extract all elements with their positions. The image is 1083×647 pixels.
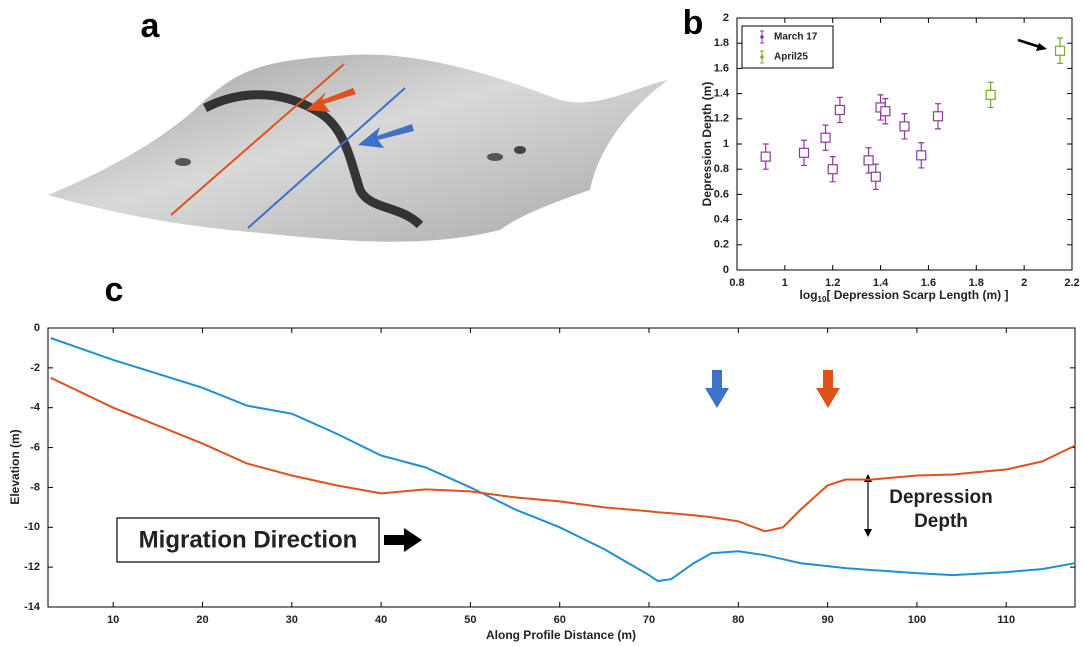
y-axis-label: Depression Depth (m) bbox=[700, 82, 714, 207]
x-tick-label: 80 bbox=[732, 614, 744, 626]
y-tick-label: 0.6 bbox=[714, 188, 729, 200]
y-tick-label: -14 bbox=[24, 601, 41, 613]
orange-marker-arrow bbox=[816, 370, 840, 408]
y-tick-label: 0 bbox=[723, 264, 729, 276]
y-tick-label: 1.2 bbox=[714, 113, 729, 125]
panel-label: c bbox=[105, 271, 124, 309]
y-tick-label: 1.6 bbox=[714, 62, 729, 74]
panel-label: a bbox=[141, 7, 161, 45]
x-tick-label: 60 bbox=[554, 614, 566, 626]
x-tick-label: 1 bbox=[782, 277, 788, 289]
y-tick-label: -10 bbox=[24, 521, 40, 533]
x-tick-label: 40 bbox=[375, 614, 387, 626]
plot-frame bbox=[48, 328, 1075, 607]
legend-label: April25 bbox=[774, 52, 808, 63]
terrain-surface bbox=[48, 55, 668, 242]
terrain-render bbox=[48, 55, 668, 242]
y-tick-label: 1.4 bbox=[714, 88, 730, 100]
x-axis-label-part: [ Depression Scarp Length (m) ] bbox=[826, 288, 1008, 302]
y-tick-label: -8 bbox=[30, 481, 40, 493]
y-tick-label: 1 bbox=[723, 138, 729, 150]
pit bbox=[175, 158, 191, 166]
point bbox=[917, 151, 926, 160]
y-tick-label: -6 bbox=[30, 441, 40, 453]
point bbox=[828, 165, 837, 174]
x-axis-label-part: log bbox=[800, 288, 818, 302]
y-tick-label: 0.2 bbox=[714, 239, 729, 251]
x-tick-label: 2 bbox=[1021, 277, 1027, 289]
profile-line bbox=[51, 378, 1075, 532]
y-tick-label: 0.8 bbox=[714, 163, 729, 175]
y-tick-label: -12 bbox=[24, 561, 40, 573]
point bbox=[835, 105, 844, 114]
point bbox=[821, 133, 830, 142]
y-tick-label: 2 bbox=[723, 12, 729, 24]
y-axis-label: Elevation (m) bbox=[8, 429, 22, 504]
x-tick-label: 2.2 bbox=[1064, 277, 1079, 289]
x-tick-label: 70 bbox=[643, 614, 655, 626]
x-tick-label: 90 bbox=[822, 614, 834, 626]
y-tick-label: 0 bbox=[34, 322, 40, 334]
point bbox=[864, 156, 873, 165]
y-tick-label: 1.8 bbox=[714, 37, 729, 49]
point bbox=[900, 122, 909, 131]
figure: Migration Direction Depression Depth a b… bbox=[0, 0, 1083, 647]
annotation: Depth bbox=[914, 511, 968, 532]
legend-symbol bbox=[760, 35, 764, 39]
x-tick-label: 20 bbox=[196, 614, 208, 626]
pit bbox=[514, 146, 526, 154]
y-tick-label: -4 bbox=[30, 402, 41, 414]
blue-marker-arrow bbox=[705, 370, 729, 408]
pointer-arrow bbox=[1018, 40, 1040, 47]
point bbox=[986, 90, 995, 99]
point bbox=[800, 148, 809, 157]
y-tick-label: -2 bbox=[30, 362, 40, 374]
legend-label: March 17 bbox=[774, 32, 818, 43]
x-axis-label: log10[ Depression Scarp Length (m) ] bbox=[800, 288, 1009, 304]
x-tick-label: 10 bbox=[107, 614, 119, 626]
point bbox=[881, 107, 890, 116]
x-tick-label: 1.2 bbox=[825, 277, 840, 289]
x-tick-label: 50 bbox=[464, 614, 476, 626]
pointer-arrowhead bbox=[1036, 43, 1047, 51]
x-tick-label: 1.4 bbox=[873, 277, 889, 289]
legend-symbol bbox=[760, 55, 764, 59]
annotation: Migration Direction bbox=[139, 526, 358, 553]
point bbox=[871, 172, 880, 181]
x-tick-label: 110 bbox=[997, 614, 1015, 626]
point bbox=[761, 152, 770, 161]
x-tick-label: 1.8 bbox=[969, 277, 984, 289]
panel-label: b bbox=[683, 4, 704, 42]
annotation: Depression bbox=[889, 487, 992, 508]
migration-arrow bbox=[384, 528, 422, 552]
y-tick-label: 0.4 bbox=[714, 214, 730, 226]
x-axis-label: Along Profile Distance (m) bbox=[486, 628, 636, 642]
pit bbox=[487, 153, 503, 161]
x-tick-label: 0.8 bbox=[729, 277, 744, 289]
x-tick-label: 30 bbox=[286, 614, 298, 626]
point bbox=[1056, 46, 1065, 55]
x-tick-label: 100 bbox=[908, 614, 926, 626]
x-tick-label: 1.6 bbox=[921, 277, 936, 289]
point bbox=[934, 112, 943, 121]
